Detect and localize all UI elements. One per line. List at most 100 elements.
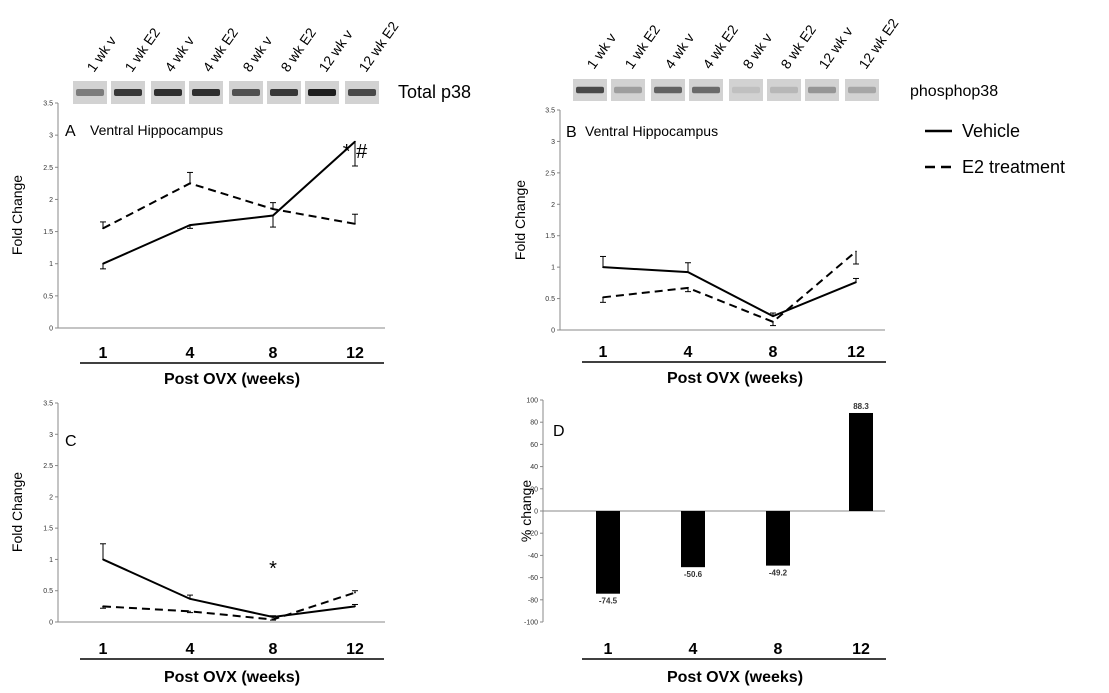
data-point [687, 271, 689, 273]
blot-band [808, 86, 836, 94]
category-label: 12 [852, 641, 870, 658]
legend-label: Vehicle [962, 121, 1020, 141]
bar [849, 412, 873, 511]
data-point [354, 591, 356, 594]
blot-lane-label: 8 wk v [739, 30, 775, 72]
blot-band [732, 86, 760, 94]
significance-marker: * # [343, 141, 368, 163]
blot-band [692, 86, 720, 94]
category-label: 4 [689, 641, 698, 658]
bar [681, 511, 705, 568]
data-point [189, 610, 191, 613]
y-tick-label: 0.5 [545, 296, 555, 303]
blot-label: phosphop38 [910, 83, 998, 100]
data-point [102, 227, 104, 230]
y-tick-label: 3 [49, 133, 53, 140]
y-tick-label: 1.5 [43, 526, 53, 533]
y-tick-label: 0 [534, 509, 538, 516]
data-point [189, 182, 191, 185]
panel-A: 0 0.5 1 1.5 2 2.5 3 3.5 Fold Change A Ventral Hipp… [9, 101, 385, 388]
category-label: 8 [269, 345, 278, 362]
data-point [272, 208, 274, 210]
blot-band [654, 86, 682, 94]
blot-lane-label: 1 wk v [83, 33, 119, 75]
blot-band [770, 86, 798, 94]
y-tick-label: 3.5 [43, 401, 53, 408]
series-solid [100, 140, 358, 270]
y-tick-label: 2.5 [545, 170, 555, 177]
x-axis-label: Post OVX (weeks) [667, 669, 803, 686]
y-axis-label: Fold Change [9, 472, 25, 552]
y-tick-label: 1 [49, 557, 53, 564]
data-point [189, 598, 191, 600]
y-tick-label: 60 [530, 442, 538, 449]
y-tick-label: 3 [551, 139, 555, 146]
series-dashed [100, 590, 358, 621]
y-tick-label: 1 [551, 265, 555, 272]
y-tick-label: 2 [49, 197, 53, 204]
data-point [772, 321, 774, 323]
category-label: 4 [186, 641, 195, 658]
data-point [272, 214, 274, 217]
bar-data-label: -74.5 [599, 597, 618, 606]
data-point [102, 605, 104, 608]
bar [596, 511, 620, 594]
blot-label: Total p38 [398, 82, 471, 102]
data-point [354, 605, 356, 608]
data-point [354, 223, 356, 225]
series-dashed [100, 171, 358, 230]
y-tick-label: 1.5 [545, 233, 555, 240]
blot-band [848, 86, 876, 94]
data-point [272, 616, 274, 618]
y-tick-label: 0 [49, 326, 53, 333]
category-label: 1 [99, 641, 108, 658]
panel-title: Ventral Hippocampus [585, 123, 718, 139]
panel-C: 0 0.5 1 1.5 2 2.5 3 3.5 Fold Change C 1 4 8 12 Post OV… [9, 401, 385, 686]
category-label: 4 [684, 344, 693, 361]
bar-data-label: 88.3 [853, 402, 869, 411]
panel-title: Ventral Hippocampus [90, 122, 223, 138]
panel-letter: B [566, 124, 577, 141]
panel-B: 0 0.5 1 1.5 2 2.5 3 3.5 Fold Change B Ventral Hipp… [512, 108, 886, 387]
y-tick-label: 100 [526, 398, 538, 405]
data-point [354, 140, 356, 143]
y-tick-label: 1.5 [43, 229, 53, 236]
y-tick-label: 3 [49, 432, 53, 439]
data-point [855, 250, 857, 253]
data-point [855, 281, 857, 284]
blot-lane-label: 4 wk E2 [199, 25, 241, 75]
y-tick-label: 40 [530, 464, 538, 471]
y-tick-label: 2.5 [43, 165, 53, 172]
blot-band [308, 89, 336, 96]
y-tick-label: 0 [49, 620, 53, 627]
series-solid [100, 543, 358, 619]
y-tick-label: 2 [551, 202, 555, 209]
blot-band [576, 86, 604, 94]
y-tick-label: 0.5 [43, 588, 53, 595]
bar-data-label: -50.6 [684, 570, 703, 579]
category-label: 12 [346, 641, 364, 658]
blot-band [270, 89, 298, 96]
y-tick-label: 20 [530, 486, 538, 493]
category-label: 8 [269, 641, 278, 658]
panel-letter: A [65, 123, 76, 140]
y-axis-label: Fold Change [9, 175, 25, 255]
y-tick-label: 3.5 [43, 101, 53, 108]
blot-lane-label: 4 wk E2 [699, 22, 741, 72]
legend-label: E2 treatment [962, 157, 1065, 177]
y-tick-label: -20 [528, 531, 538, 538]
category-label: 1 [604, 641, 613, 658]
data-point [772, 315, 774, 317]
y-axis-label: % change [518, 480, 534, 542]
data-point [602, 296, 604, 299]
blot-band [614, 86, 642, 94]
category-label: 12 [346, 345, 364, 362]
y-tick-label: -80 [528, 597, 538, 604]
blot-lane-label: 12 wk v [815, 24, 855, 72]
data-point [189, 224, 191, 226]
blot-lane-label: 1 wk E2 [121, 25, 163, 75]
data-point [687, 287, 689, 289]
blot-lane-label: 12 wk E2 [355, 18, 401, 75]
